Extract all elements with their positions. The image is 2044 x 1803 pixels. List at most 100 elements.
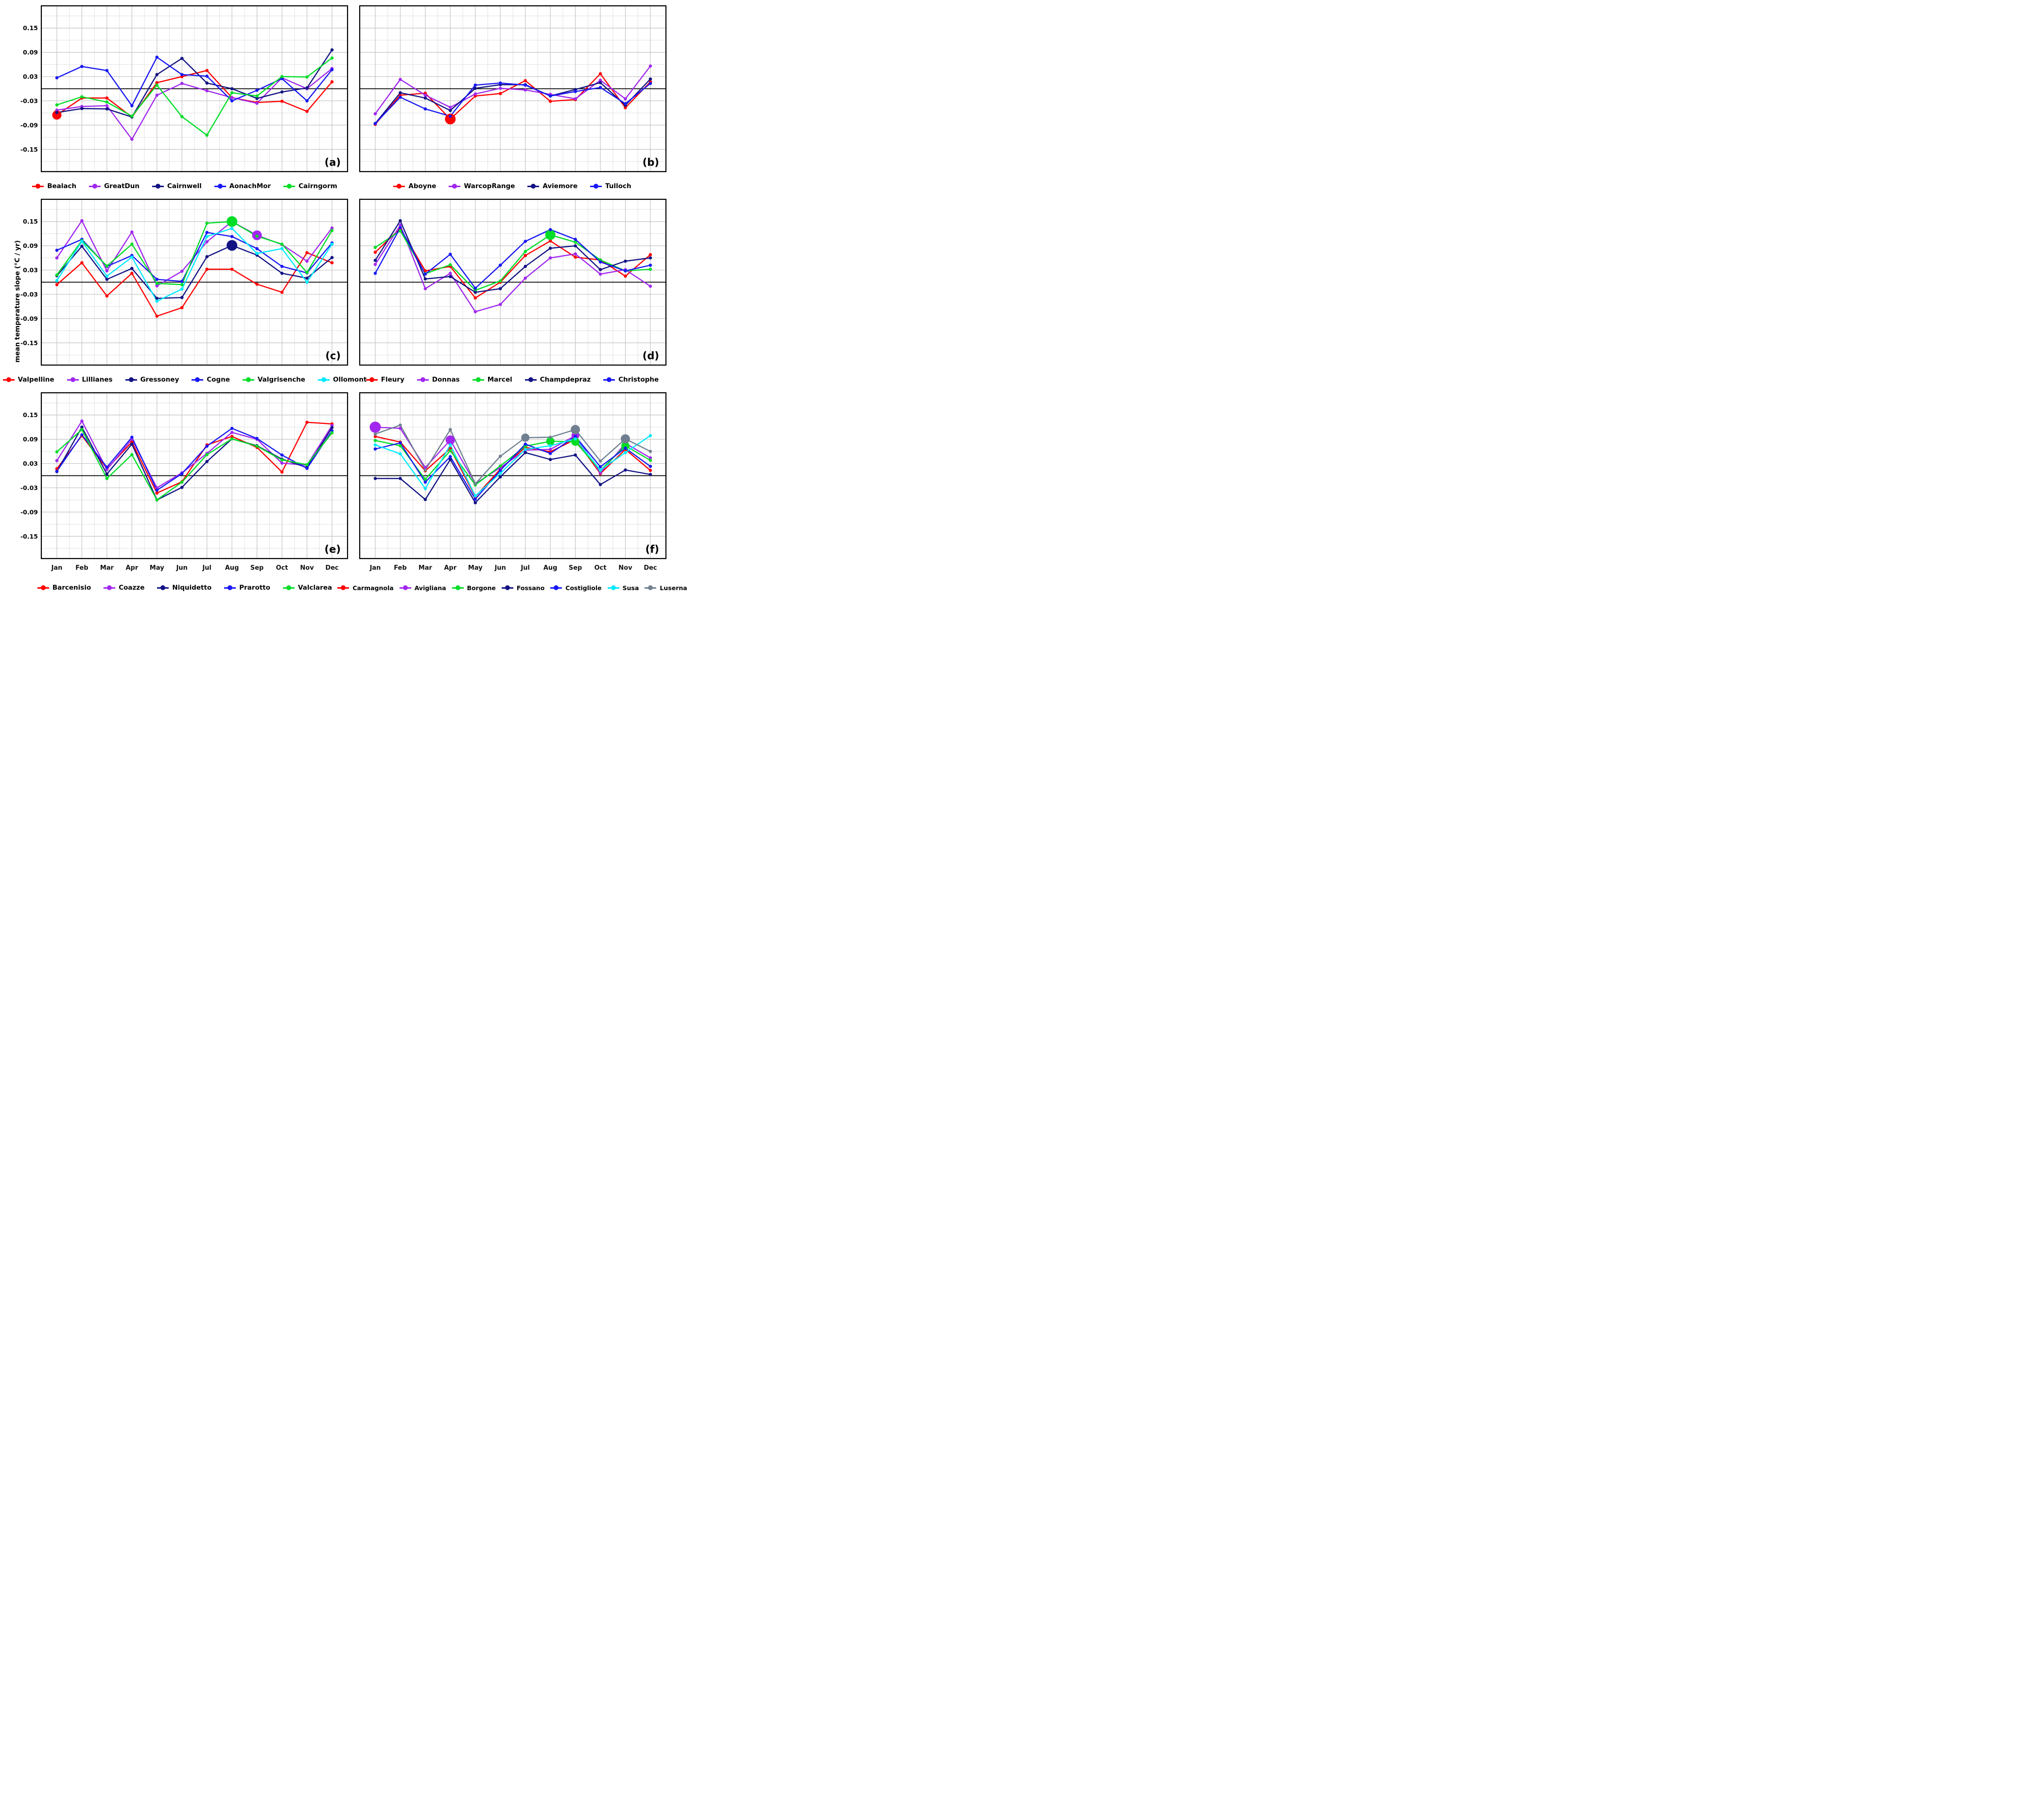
x-tick-label-May: May	[150, 564, 164, 572]
data-point-Ollomont-Jan	[55, 279, 59, 282]
chart-svg-c: (c) 0.15 0.09 0.03 -0.03 -0.09 -0.15	[20, 197, 349, 368]
data-point-Tulloch-Jul	[524, 83, 527, 87]
legend-panel-f: Carmagnola Avigliana Borgone Fossano Costigl…	[337, 577, 687, 599]
data-point-Cairnwell-Mar	[105, 107, 109, 111]
legend-marker-icon	[501, 585, 513, 590]
data-point-GreatDun-May	[155, 93, 159, 97]
panel-letter: (d)	[643, 350, 659, 362]
x-tick-label-Sep: Sep	[569, 564, 582, 572]
data-point-Bealach-Mar	[105, 96, 109, 100]
data-point-Coazze-Aug	[230, 431, 234, 434]
data-point-Valgrisenche-Mar	[105, 264, 109, 268]
data-point-Luserna-Dec	[648, 450, 652, 453]
data-point-Barcenisio-May	[155, 491, 159, 495]
data-point-Christophe-Jun	[498, 263, 502, 267]
data-point-Cairngorm-Dec	[330, 56, 334, 60]
data-point-AonachMor-Mar	[105, 69, 109, 72]
data-point-Gressoney-Jul	[205, 255, 209, 259]
panel-a: (a) 0.15 0.09 0.03 -0.03 -0.09 -0.15 Bealach Gr…	[19, 4, 350, 197]
legend-item-Prarotto: Prarotto	[224, 584, 270, 592]
x-tick-label-Oct: Oct	[276, 564, 288, 572]
legend-marker-icon	[152, 184, 164, 189]
data-point-Luserna-May	[473, 482, 477, 486]
data-point-Tulloch-Aug	[548, 94, 552, 98]
data-point-Niquidetto-Jun	[180, 486, 184, 489]
data-point-Susa-May	[473, 494, 477, 498]
data-point-Costigliole-Feb	[399, 441, 402, 445]
data-point-Avigliana-Dec	[648, 456, 652, 460]
data-point-Bealach-Jul	[205, 69, 209, 72]
y-tick-label: -0.15	[20, 533, 38, 540]
panel-e: (e) 0.15 0.09 0.03 -0.03 -0.09 -0.15 Jan Feb Mar A…	[19, 391, 350, 599]
legend-marker-icon	[283, 585, 295, 590]
x-tick-label-Feb: Feb	[394, 564, 406, 572]
data-point-Christophe-Mar	[423, 272, 427, 276]
data-point-Carmagnola-Jan	[373, 435, 377, 438]
data-point-Fossano-Jun	[498, 475, 502, 479]
data-point-Ollomont-Oct	[280, 247, 284, 250]
data-point-Donnas-Oct	[598, 272, 602, 276]
series-line-Cairnwell	[56, 49, 333, 118]
data-point-Aboyne-Apr	[445, 113, 456, 124]
data-point-Christophe-Apr	[449, 252, 452, 256]
data-point-Tulloch-Jun	[498, 81, 502, 85]
data-point-Coazze-Mar	[105, 468, 109, 472]
x-tick-label-Jun: Jun	[494, 564, 506, 572]
legend-panel-e: Barcenisio Coazze Niquidetto Prarotto Valcla…	[19, 577, 350, 599]
series-line-WarcopRange	[374, 65, 651, 115]
data-point-Champdepraz-Sep	[574, 244, 577, 247]
data-point-Champdepraz-May	[473, 290, 477, 294]
data-point-Christophe-Oct	[598, 260, 602, 264]
legend-label: Fossano	[516, 584, 545, 592]
legend-label: Gressoney	[140, 376, 179, 384]
legend-label: Ollomont	[332, 376, 367, 384]
panel-c: (c) 0.15 0.09 0.03 -0.03 -0.09 -0.15 Valpellin…	[2, 197, 367, 391]
data-point-Prarotto-Oct	[280, 453, 284, 457]
series-line-Christophe	[374, 227, 651, 289]
y-tick-label: 0.03	[23, 73, 38, 80]
data-point-Cairngorm-Sep	[255, 94, 259, 98]
legend-marker-icon	[125, 377, 137, 382]
series-line-Borgone	[374, 439, 651, 486]
data-point-AonachMor-Jun	[180, 73, 184, 76]
data-point-Prarotto-May	[155, 489, 159, 492]
data-point-Costigliole-Nov	[624, 446, 627, 450]
data-point-Niquidetto-Dec	[330, 426, 334, 429]
data-point-Susa-Sep	[574, 437, 577, 441]
legend-marker-icon	[89, 184, 101, 189]
legend-label: Luserna	[660, 584, 687, 592]
x-tick-label-Dec: Dec	[325, 564, 338, 572]
data-point-Christophe-Jul	[524, 240, 527, 243]
legend-label: Aviemore	[542, 182, 578, 190]
data-point-Valclarea-Jun	[180, 480, 184, 484]
data-point-Cogne-May	[155, 278, 159, 281]
legend-item-Aboyne: Aboyne	[393, 182, 436, 190]
x-tick-label-Apr: Apr	[125, 564, 138, 572]
panel-letter: (e)	[325, 543, 341, 555]
data-point-WarcopRange-Jan	[373, 112, 377, 116]
data-point-Bealach-Oct	[280, 99, 284, 103]
panel-border	[40, 198, 349, 366]
x-tick-label-Aug: Aug	[543, 564, 558, 572]
data-point-Tulloch-Dec	[648, 82, 652, 85]
data-point-Valclarea-Oct	[280, 458, 284, 462]
legend-item-Ollomont: Ollomont	[317, 376, 367, 384]
data-point-Christophe-Jan	[373, 271, 377, 275]
legend-item-Costigliole: Costigliole	[550, 584, 602, 592]
series-line-Susa	[374, 435, 651, 497]
data-point-Donnas-Jun	[498, 302, 502, 306]
data-point-Valclarea-Mar	[105, 477, 109, 480]
data-point-Cairnwell-Oct	[280, 90, 284, 94]
data-point-Donnas-Feb	[399, 223, 402, 227]
data-point-Cairnwell-Jan	[55, 111, 59, 114]
data-point-Marcel-Aug	[545, 229, 556, 240]
data-point-Luserna-Apr	[449, 428, 452, 431]
legend-label: Cairngorm	[298, 182, 337, 190]
data-point-Cogne-Jan	[55, 248, 59, 252]
legend-marker-icon	[603, 377, 615, 382]
series-line-Valclarea	[56, 429, 333, 501]
y-tick-label: 0.09	[23, 49, 38, 56]
x-tick-label-Mar: Mar	[100, 564, 114, 572]
data-point-Costigliole-Mar	[423, 480, 427, 484]
data-point-Coazze-Jan	[55, 459, 59, 463]
